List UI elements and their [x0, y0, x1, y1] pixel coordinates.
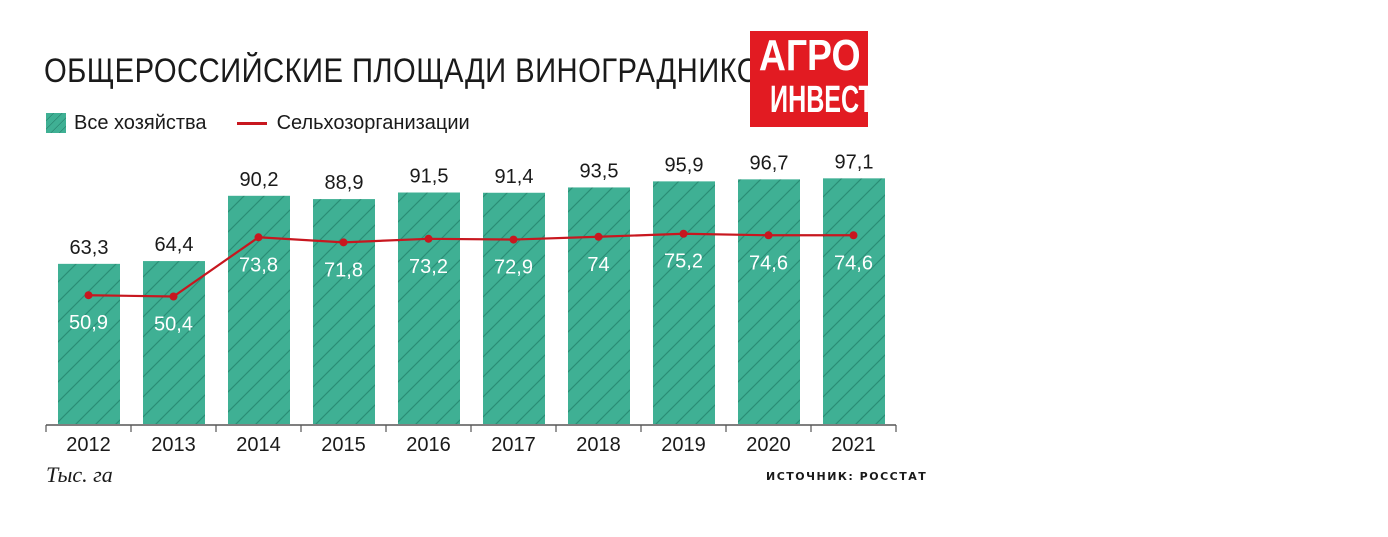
line-value-label: 73,8 [239, 254, 278, 276]
bar-value-label: 93,5 [580, 160, 619, 182]
bar [398, 192, 460, 424]
x-tick-label: 2012 [66, 434, 111, 456]
line-point [254, 233, 263, 242]
line-point [169, 292, 178, 301]
line-point [849, 231, 858, 240]
line-series [88, 232, 854, 298]
line-value-label: 50,4 [154, 313, 193, 335]
legend: Все хозяйства Сельхозорганизации [46, 111, 470, 135]
bar-value-label: 91,4 [495, 166, 534, 188]
bar [738, 179, 800, 424]
bar [483, 192, 545, 424]
legend-line-swatch [236, 121, 267, 125]
x-tick-label: 2016 [406, 434, 451, 456]
bar [313, 199, 375, 424]
bar-value-label: 97,1 [835, 151, 874, 173]
line-value-label: 71,8 [324, 259, 363, 281]
line-value-label: 50,9 [69, 312, 108, 334]
bar [653, 181, 715, 424]
line-point [424, 234, 433, 243]
x-tick-label: 2017 [491, 434, 536, 456]
x-tick-label: 2014 [236, 434, 281, 456]
bar-value-label: 91,5 [410, 166, 449, 188]
line-value-label: 74 [587, 254, 609, 276]
legend-line-label: Сельхозорганизации [276, 111, 470, 134]
line-value-label: 74,6 [834, 252, 873, 274]
line-value-label: 74,6 [749, 252, 788, 274]
x-tick-label: 2019 [661, 434, 706, 456]
line-point [339, 238, 348, 247]
line-point [84, 291, 93, 300]
bar-value-label: 88,9 [325, 172, 364, 194]
line-point [679, 229, 688, 238]
chart-title: ОБЩЕРОССИЙСКИЕ ПЛОЩАДИ ВИНОГРАДНИКОВ [44, 52, 780, 90]
bar-value-label: 95,9 [665, 154, 704, 176]
x-tick-label: 2021 [831, 434, 876, 456]
bar-value-label: 90,2 [240, 169, 279, 191]
line-value-label: 75,2 [664, 251, 703, 273]
bar [58, 263, 120, 424]
unit-label: Тыс. га [46, 462, 113, 487]
source-label: ИСТОЧНИК: РОССТАТ [766, 470, 928, 483]
line-point [509, 235, 518, 244]
legend-bar-swatch [46, 113, 66, 133]
bar-value-label: 63,3 [70, 237, 109, 259]
x-tick-label: 2013 [151, 434, 196, 456]
legend-bar-label: Все хозяйства [74, 111, 207, 134]
line-point [594, 232, 603, 241]
bar [228, 195, 290, 424]
logo-line-1: АГРО [758, 31, 861, 80]
bar-value-label: 64,4 [155, 234, 194, 256]
bar [568, 187, 630, 424]
x-tick-label: 2020 [746, 434, 791, 456]
bar-value-label: 96,7 [750, 152, 789, 174]
x-tick-label: 2018 [576, 434, 621, 456]
line-value-label: 72,9 [494, 257, 533, 279]
bar [823, 178, 885, 424]
bar [143, 261, 205, 424]
x-tick-label: 2015 [321, 434, 366, 456]
line-value-label: 73,2 [409, 256, 448, 278]
line-point [764, 231, 773, 240]
